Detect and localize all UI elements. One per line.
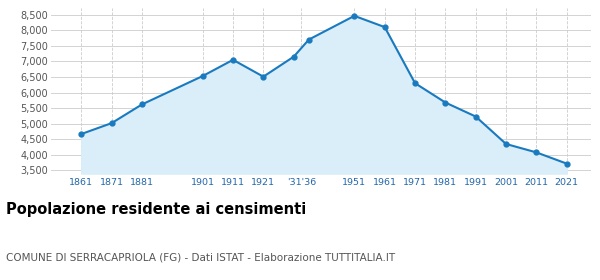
Text: Popolazione residente ai censimenti: Popolazione residente ai censimenti bbox=[6, 202, 306, 217]
Text: COMUNE DI SERRACAPRIOLA (FG) - Dati ISTAT - Elaborazione TUTTITALIA.IT: COMUNE DI SERRACAPRIOLA (FG) - Dati ISTA… bbox=[6, 252, 395, 262]
